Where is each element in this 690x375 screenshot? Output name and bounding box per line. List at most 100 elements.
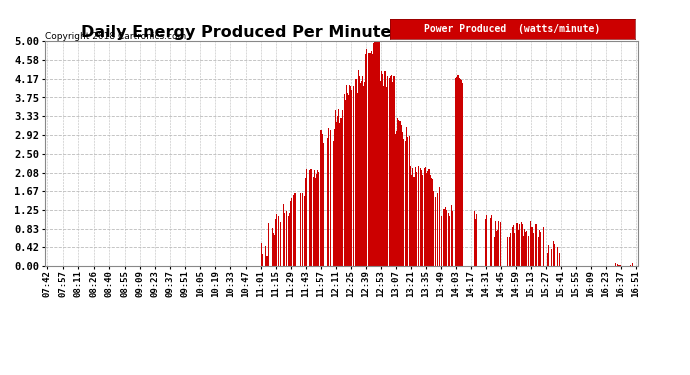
Bar [340,118,342,266]
Bar [451,206,452,266]
Bar [461,80,462,266]
Bar [490,217,491,266]
Bar [359,83,361,266]
Bar [512,226,513,266]
Bar [538,237,539,266]
Bar [377,42,378,266]
Bar [371,51,372,266]
Bar [424,168,425,266]
Bar [519,224,520,266]
Bar [349,85,350,266]
Bar [496,231,497,266]
Bar [401,125,402,266]
Bar [456,77,457,266]
Bar [426,172,427,266]
Bar [543,227,544,266]
Bar [402,132,403,266]
Bar [498,221,500,266]
Bar [338,109,339,266]
Bar [322,135,324,266]
Bar [495,221,496,266]
Bar [509,237,510,266]
Bar [335,110,336,266]
Bar [320,130,321,266]
Bar [353,86,355,266]
Bar [405,141,406,266]
Bar [420,168,421,266]
Bar [369,53,371,266]
Bar [459,78,460,266]
Bar [372,54,373,266]
Bar [397,118,398,266]
Bar [321,130,322,266]
Bar [274,236,275,266]
Bar [394,76,395,266]
Bar [500,222,502,266]
Bar [460,80,461,266]
Bar [422,174,423,266]
Bar [485,219,486,266]
Bar [382,74,384,266]
Bar [396,131,397,266]
Bar [457,75,459,266]
Bar [475,214,477,266]
Bar [380,81,382,266]
Bar [305,178,306,266]
Bar [393,76,394,266]
Bar [368,53,369,266]
Bar [618,265,620,266]
Bar [551,249,552,266]
Bar [362,76,363,266]
Bar [272,228,273,266]
Bar [615,263,616,266]
Bar [413,177,415,266]
Bar [523,236,524,266]
Bar [521,222,522,266]
Text: Power Produced  (watts/minute): Power Produced (watts/minute) [424,24,600,34]
Bar [293,195,295,266]
Bar [364,82,365,266]
Bar [361,81,362,266]
Bar [403,139,404,266]
Bar [391,75,392,266]
Bar [425,167,426,266]
Bar [455,78,456,266]
Bar [540,232,541,266]
Bar [491,215,492,266]
Bar [400,122,401,266]
Bar [494,237,495,266]
Bar [518,231,519,266]
Bar [366,49,367,266]
Bar [313,177,314,266]
Bar [309,170,310,266]
Bar [275,219,276,266]
Bar [336,122,337,266]
Bar [514,233,515,266]
Bar [386,76,388,266]
Bar [333,141,334,266]
Bar [357,70,359,266]
Bar [630,265,631,266]
Bar [415,172,417,266]
Bar [510,233,511,266]
Bar [473,211,475,266]
Bar [376,41,377,266]
Bar [378,41,379,266]
Bar [304,196,305,266]
Bar [342,110,343,266]
Bar [392,82,393,266]
Bar [345,100,346,266]
Bar [388,78,390,266]
Bar [326,138,328,266]
Bar [539,230,540,266]
Bar [390,76,391,266]
Bar [430,175,431,266]
Bar [334,129,335,266]
Bar [351,90,353,266]
Bar [273,232,274,266]
Bar [432,179,433,266]
Bar [315,178,316,266]
Bar [444,207,446,266]
Bar [516,224,518,266]
Bar [278,216,279,266]
